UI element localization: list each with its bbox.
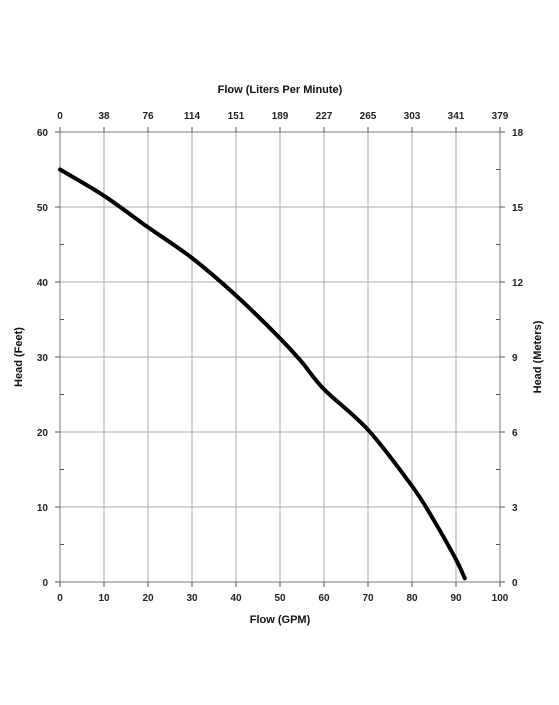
series: [58, 167, 467, 581]
x2-tick-label: 189: [272, 111, 289, 122]
x-tick-label: 90: [450, 593, 462, 604]
y-tick-label: 20: [37, 428, 49, 439]
x-tick-label: 60: [318, 593, 330, 604]
x-tick-label: 30: [186, 593, 198, 604]
y2-tick-label: 6: [512, 428, 518, 439]
x-tick-label: 80: [406, 593, 418, 604]
x-tick-label: 40: [230, 593, 242, 604]
y-axis-title: Head (Feet): [13, 327, 25, 387]
y2-tick-label: 15: [512, 203, 524, 214]
y-tick-label: 0: [42, 578, 48, 589]
x2-tick-label: 265: [360, 111, 377, 122]
pump-curve-line: [58, 167, 467, 581]
x-tick-label: 20: [142, 593, 154, 604]
y2-tick-label: 12: [512, 278, 524, 289]
x-tick-label: 100: [492, 593, 509, 604]
x2-tick-label: 227: [316, 111, 333, 122]
x-tick-label: 10: [98, 593, 110, 604]
axis-ticks: [55, 127, 505, 587]
x2-tick-label: 379: [492, 111, 509, 122]
x-tick-label: 0: [57, 593, 63, 604]
x2-tick-label: 76: [142, 111, 154, 122]
x2-tick-label: 341: [448, 111, 465, 122]
y2-tick-label: 3: [512, 503, 518, 514]
x2-tick-label: 151: [228, 111, 245, 122]
y-tick-label: 30: [37, 353, 49, 364]
y2-tick-label: 9: [512, 353, 518, 364]
x-axis-title: Flow (GPM): [250, 614, 311, 626]
x2-tick-label: 303: [404, 111, 421, 122]
y-tick-label: 60: [37, 128, 49, 139]
y-tick-label: 10: [37, 503, 49, 514]
y2-tick-label: 18: [512, 128, 524, 139]
x2-tick-label: 0: [57, 111, 63, 122]
x-tick-label: 50: [274, 593, 286, 604]
x-tick-label: 70: [362, 593, 374, 604]
y-tick-label: 50: [37, 203, 49, 214]
y2-tick-label: 0: [512, 578, 518, 589]
x2-tick-label: 38: [98, 111, 110, 122]
y2-axis-title: Head (Meters): [532, 320, 544, 393]
y-tick-label: 40: [37, 278, 49, 289]
x2-axis-title: Flow (Liters Per Minute): [218, 84, 343, 96]
x2-tick-label: 114: [184, 111, 201, 122]
